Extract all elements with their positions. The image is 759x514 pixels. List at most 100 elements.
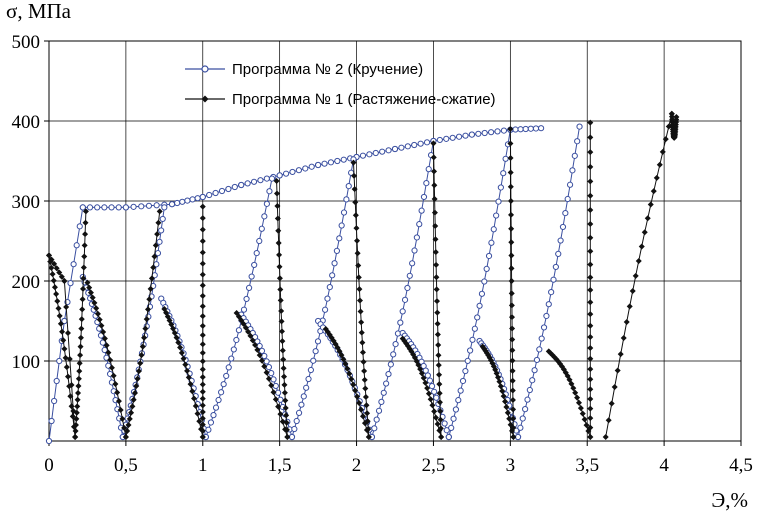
series-1-point <box>356 400 363 407</box>
series-2-point <box>199 193 206 201</box>
series-2-point <box>94 204 101 211</box>
series-2-point <box>378 398 385 405</box>
series-2-point <box>270 376 277 383</box>
series-2-point <box>336 235 343 242</box>
series-1-point <box>346 370 353 377</box>
series-1-line <box>163 308 204 438</box>
series-2-point <box>295 409 303 417</box>
series-1-point <box>196 418 203 425</box>
series-2-point <box>524 396 531 403</box>
series-1-point <box>185 374 192 381</box>
series-1-point <box>129 403 136 410</box>
series-1-line <box>482 346 514 438</box>
series-2-point <box>418 207 425 214</box>
series-2-point <box>268 370 275 377</box>
series-2-point <box>326 284 333 291</box>
series-2-point <box>548 288 555 296</box>
series-1-point <box>187 381 194 388</box>
series-2-point <box>385 370 392 378</box>
series-1-point <box>276 251 283 258</box>
series-1-point <box>508 211 515 218</box>
series-1-point <box>74 396 81 403</box>
series-1-point <box>139 343 146 350</box>
series-1-point <box>192 402 199 409</box>
series-2-point <box>387 361 394 368</box>
series-2-point <box>235 327 243 334</box>
series-2-point <box>56 357 63 365</box>
series-2-point <box>543 312 550 320</box>
series-2-point <box>404 143 411 150</box>
series-2-point <box>312 348 319 355</box>
series-1-point <box>284 434 291 440</box>
x-tick-label: 0,5 <box>114 455 138 476</box>
legend-marker-series2 <box>201 65 209 73</box>
series-1-point <box>277 411 284 418</box>
series-2-point <box>375 407 383 414</box>
series-1-point <box>508 252 515 259</box>
series-1-point <box>352 212 359 219</box>
series-2-point <box>298 401 305 408</box>
series-1-point <box>135 368 142 375</box>
series-1-point <box>438 434 445 440</box>
series-1-point <box>73 409 80 416</box>
series-1-point <box>357 308 364 315</box>
series-1-point <box>605 417 612 424</box>
series-2-point <box>327 159 335 166</box>
series-1-point <box>507 140 514 147</box>
series-1-point <box>67 393 74 400</box>
series-1-point <box>276 275 283 282</box>
series-1-point <box>199 238 206 245</box>
series-1-point <box>77 352 84 359</box>
series-1-point <box>509 387 516 394</box>
series-1-point <box>80 275 87 282</box>
series-1-point <box>587 299 594 306</box>
series-2-point <box>101 204 108 211</box>
series-2-point <box>265 364 273 371</box>
series-1-point <box>69 413 76 420</box>
series-1-point <box>611 383 618 390</box>
series-1-point <box>96 316 103 323</box>
series-2-point <box>345 183 352 190</box>
series-1-point <box>62 354 69 361</box>
series-1-point <box>75 375 82 382</box>
series-1-point <box>587 424 594 431</box>
series-1-point <box>363 402 370 409</box>
series-1-point <box>432 249 439 256</box>
series-2-point <box>571 152 578 159</box>
series-1-point <box>587 274 594 281</box>
series-1-point <box>74 403 81 410</box>
series-2-point <box>282 170 290 177</box>
series-1-point <box>199 434 206 440</box>
series-1-point <box>199 282 206 289</box>
series-2-point <box>462 132 469 139</box>
series-2-point <box>540 324 548 331</box>
series-2-point <box>483 265 490 272</box>
series-1-point <box>508 225 515 232</box>
series-1-point <box>431 209 438 216</box>
series-2-point <box>574 138 581 145</box>
series-2-point <box>455 133 463 140</box>
series-1-point <box>137 360 144 367</box>
series-2-point <box>305 375 312 383</box>
series-2-point <box>256 237 263 245</box>
series-2-point <box>276 172 283 179</box>
series-2-point <box>397 319 404 326</box>
series-2-point <box>48 417 55 425</box>
series-2-point <box>401 296 409 303</box>
series-1-point <box>508 265 515 272</box>
series-1-point <box>277 286 284 293</box>
series-2-point <box>420 193 428 201</box>
series-2-point <box>379 148 386 155</box>
series-2-point <box>321 160 328 167</box>
series-1-point <box>148 275 155 282</box>
x-tick-label: 1 <box>198 455 208 476</box>
series-1-point <box>568 380 575 387</box>
series-1-point <box>358 329 365 336</box>
series-2-point <box>391 145 399 153</box>
series-2-point <box>206 191 213 199</box>
series-2-point <box>263 200 270 207</box>
series-1-point <box>350 159 357 166</box>
series-2-point <box>268 175 276 182</box>
series-2-point <box>522 406 529 413</box>
series-2-point <box>45 437 53 445</box>
